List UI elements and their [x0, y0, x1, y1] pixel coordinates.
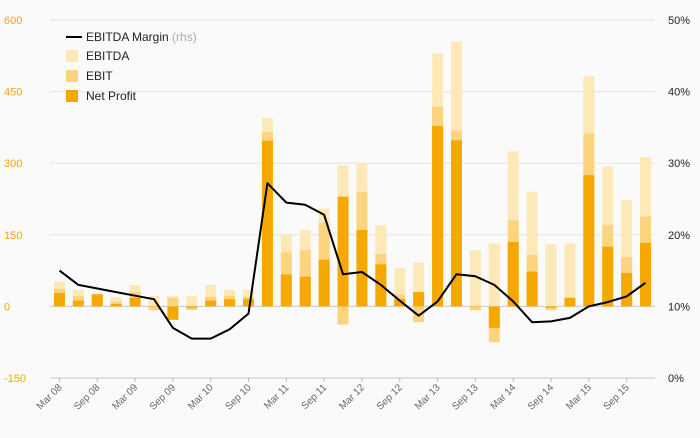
x-tick-label: Sep 13 — [450, 382, 480, 412]
bar-ebitda — [526, 191, 538, 307]
y-right-tick-label: 0% — [668, 373, 684, 385]
y-right-tick-label: 50% — [668, 15, 690, 27]
bar-net-profit — [337, 196, 349, 307]
bar-net-profit — [583, 175, 595, 307]
x-tick-label: Mar 10 — [186, 382, 216, 412]
bar-ebit — [545, 306, 557, 311]
bar-ebit — [469, 306, 481, 311]
x-tick-label: Mar 14 — [489, 382, 519, 412]
ebitda-margin-line — [58, 182, 647, 340]
x-tick-label: Mar 08 — [35, 382, 65, 412]
bar-net-profit — [167, 306, 179, 320]
bar-ebitda — [488, 243, 500, 307]
bar-net-profit — [53, 293, 65, 307]
x-tick-label: Sep 15 — [602, 382, 632, 412]
x-tick-label: Sep 11 — [300, 382, 330, 412]
bar-net-profit — [394, 299, 406, 307]
bar-net-profit — [129, 297, 141, 307]
bar-net-profit — [413, 292, 425, 307]
legend-swatch-ebitda — [66, 50, 78, 62]
x-tick-label: Mar 11 — [262, 382, 292, 412]
y-right-tick-label: 10% — [668, 301, 690, 313]
bar-net-profit — [526, 271, 538, 307]
legend-label-net-profit: Net Profit — [86, 89, 137, 103]
y-right-tick-label: 20% — [668, 230, 690, 242]
bar-net-profit — [148, 306, 160, 307]
bar-ebitda — [545, 244, 557, 307]
bar-ebitda — [564, 243, 576, 307]
y-left-tick-label: -150 — [4, 373, 26, 385]
y-left-tick-label: 150 — [4, 230, 22, 242]
bar-ebitda — [469, 250, 481, 307]
legend-label-ebitda-margin: EBITDA Margin (rhs) — [86, 30, 197, 44]
bar-ebitda — [394, 268, 406, 307]
bar-net-profit — [432, 125, 444, 307]
bar-net-profit — [318, 259, 330, 307]
bar-ebitda — [413, 262, 425, 307]
bar-net-profit — [469, 306, 481, 307]
y-right-tick-label: 40% — [668, 87, 690, 99]
legend-swatch-net-profit — [66, 90, 78, 102]
legend-label-ebitda: EBITDA — [86, 49, 129, 63]
bar-ebit — [337, 306, 349, 325]
bar-ebit — [148, 306, 160, 311]
bar-net-profit — [299, 276, 311, 307]
bar-ebit — [186, 306, 198, 311]
x-tick-label: Sep 09 — [148, 382, 178, 412]
x-tick-label: Mar 13 — [413, 382, 443, 412]
y-right-tick-label: 30% — [668, 158, 690, 170]
bar-net-profit — [356, 230, 368, 307]
legend-label-ebit: EBIT — [86, 69, 113, 83]
bar-net-profit — [564, 297, 576, 307]
x-tick-label: Mar 12 — [337, 382, 367, 412]
margin-line-layer — [58, 182, 647, 340]
x-tick-label: Sep 08 — [72, 382, 102, 412]
bar-ebitda — [186, 295, 198, 307]
bar-net-profit — [224, 299, 236, 307]
grid-lines — [50, 19, 655, 379]
x-tick-label: Mar 15 — [564, 382, 594, 412]
bar-ebitda — [148, 295, 160, 307]
y-left-tick-label: 450 — [4, 87, 22, 99]
y-left-tick-label: 0 — [4, 301, 10, 313]
bar-net-profit — [110, 304, 122, 307]
bar-ebitda — [205, 284, 217, 307]
x-tick-label: Sep 14 — [526, 382, 556, 412]
bar-net-profit — [72, 300, 84, 307]
bar-ebit — [167, 297, 179, 307]
bar-net-profit — [450, 140, 462, 307]
bar-ebit — [564, 306, 576, 307]
bar-net-profit — [261, 140, 273, 307]
bar-ebitda — [110, 296, 122, 307]
bar-net-profit — [545, 306, 557, 308]
bar-net-profit — [280, 274, 292, 307]
bar-net-profit — [91, 294, 103, 307]
legend-swatch-ebit — [66, 70, 78, 82]
bar-net-profit — [507, 241, 519, 307]
x-tick-label: Mar 09 — [110, 382, 140, 412]
bar-net-profit — [602, 246, 614, 307]
y-left-tick-label: 300 — [4, 158, 22, 170]
x-tick-label: Sep 12 — [375, 382, 405, 412]
bar-net-profit — [488, 306, 500, 328]
bar-ebitda — [621, 199, 633, 307]
legend: EBITDA Margin (rhs) EBITDA EBIT Net Prof… — [66, 30, 197, 103]
bar-net-profit — [640, 242, 652, 307]
bar-ebit — [413, 306, 425, 323]
bar-net-profit — [205, 300, 217, 307]
x-tick-label: Sep 10 — [223, 382, 253, 412]
bar-net-profit — [186, 306, 198, 308]
y-left-tick-label: 600 — [4, 15, 22, 27]
bar-net-profit — [621, 272, 633, 307]
bar-net-profit — [243, 299, 255, 307]
